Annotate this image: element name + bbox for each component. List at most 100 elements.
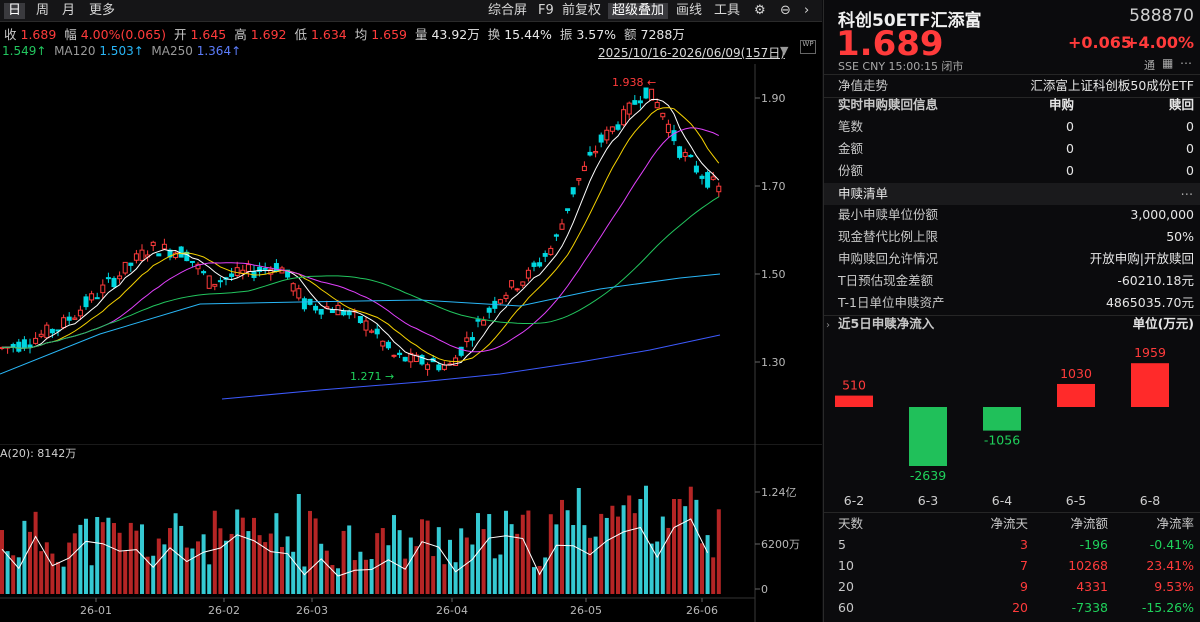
- volume-bar: [655, 541, 660, 594]
- volume-bar: [403, 558, 408, 594]
- candle-body: [497, 299, 503, 304]
- tab-weekly[interactable]: 周: [36, 3, 50, 18]
- chevron-right-icon[interactable]: ›: [826, 320, 830, 331]
- candle-body: [385, 341, 391, 349]
- volume-axis-label: 6200万: [761, 538, 800, 551]
- chevron-right-icon[interactable]: ›: [804, 3, 810, 18]
- ma-line: [1, 98, 720, 366]
- f9-button[interactable]: F9: [538, 3, 554, 18]
- volume-bar: [392, 515, 396, 594]
- forward-adjust-button[interactable]: 前复权: [562, 3, 602, 18]
- list-item: 现金替代比例上限 50%: [838, 229, 1194, 244]
- volume-bar: [257, 535, 262, 594]
- candle-body: [161, 243, 167, 250]
- volume-bar: [319, 543, 324, 594]
- volume-bar: [369, 559, 374, 594]
- volume-bar: [515, 533, 520, 594]
- price-axis-label: 1.50: [761, 268, 786, 281]
- composite-screen-button[interactable]: 综合屏: [488, 3, 528, 18]
- volume-bar: [672, 499, 676, 594]
- draw-line-button[interactable]: 画线: [676, 3, 703, 18]
- candle-body: [184, 251, 190, 262]
- volume-bar: [716, 509, 721, 594]
- candle-body: [458, 346, 464, 356]
- ma250-line: [221, 334, 721, 400]
- candle-body: [481, 320, 487, 326]
- minus-icon[interactable]: ⊖: [780, 3, 791, 18]
- volume-axis-label: 0: [761, 583, 768, 596]
- volume-bar: [464, 537, 469, 594]
- candle-body: [514, 288, 520, 291]
- grid-icon[interactable]: ▦: [1162, 56, 1174, 70]
- candle-body: [548, 247, 554, 255]
- candle-body: [593, 150, 599, 154]
- creation-list-header[interactable]: 申赎清单 ⋯: [824, 183, 1200, 205]
- candle-body: [117, 275, 123, 280]
- candle-body: [699, 175, 705, 179]
- candle-body: [268, 268, 274, 275]
- volume-bar: [666, 527, 671, 594]
- super-overlay-button[interactable]: 超级叠加: [608, 3, 669, 19]
- price-candlestick-chart[interactable]: 1.90 1.70 1.50 1.30 1.938 ← 1.271 →: [0, 64, 822, 444]
- inflow-bar: [1131, 363, 1169, 407]
- candle-body: [570, 187, 576, 195]
- candle-body: [604, 129, 610, 141]
- volume-bar: [61, 566, 66, 594]
- volume-bar: [565, 510, 570, 594]
- candle-body: [150, 241, 156, 247]
- vol-ma-header: A(20): 8142万: [0, 447, 76, 460]
- volume-bar: [520, 514, 525, 594]
- tab-more[interactable]: 更多: [89, 3, 116, 18]
- tab-monthly[interactable]: 月: [62, 3, 76, 18]
- volume-bar: [632, 513, 637, 594]
- date-axis-label: 26-03: [296, 604, 328, 617]
- dropdown-icon[interactable]: ▼: [780, 44, 789, 57]
- volume-bar: [224, 540, 228, 594]
- volume-bar: [56, 561, 60, 594]
- candle-body: [374, 328, 380, 335]
- tab-daily[interactable]: 日: [4, 3, 26, 19]
- max-price-annotation: 1.938 ←: [612, 76, 656, 89]
- realtime-row: 份额 0 0: [838, 163, 1194, 178]
- candle-body: [710, 176, 716, 180]
- candle-body: [397, 352, 403, 356]
- candle-body: [122, 261, 128, 274]
- table-row: 60 20 -7338 -15.26%: [838, 600, 1194, 615]
- more-icon[interactable]: ⋯: [1180, 186, 1194, 201]
- nav-trend-row[interactable]: 净值走势 汇添富上证科创板50成份ETF: [838, 78, 1194, 93]
- inflow-value-label: 1959: [1134, 345, 1166, 360]
- ma120-line: [0, 273, 721, 375]
- volume-bar: [218, 528, 223, 594]
- volume-bar: [627, 495, 632, 594]
- candle-body: [341, 310, 347, 316]
- ma-line: [1, 127, 720, 353]
- more-icon[interactable]: ⋯: [1180, 56, 1192, 70]
- flow-table-header: 天数 净流天 净流额 净流率: [838, 516, 1194, 531]
- inflow-bar: [983, 407, 1021, 431]
- volume-chart[interactable]: A(20): 8142万 1.24亿 6200万 0 26-01 26-02 26-03 26…: [0, 444, 822, 622]
- table-row: 20 9 4331 9.53%: [838, 579, 1194, 594]
- volume-bar: [543, 557, 548, 594]
- date-range-label[interactable]: 2025/10/16-2026/06/09(157日): [598, 46, 785, 60]
- volume-bar: [95, 517, 100, 594]
- candle-body: [195, 263, 201, 270]
- inflow-date-label: 6-4: [992, 493, 1012, 508]
- volume-bar: [705, 535, 710, 594]
- candle-body: [654, 102, 660, 109]
- candle-body: [0, 346, 5, 350]
- volume-bar: [5, 551, 10, 594]
- wp-icon[interactable]: WP: [800, 40, 816, 54]
- volume-bar: [313, 518, 318, 594]
- candle-body: [273, 263, 279, 272]
- candle-body: [21, 339, 27, 349]
- inflow-bar: [835, 395, 873, 407]
- candle-body: [441, 364, 447, 370]
- volume-bar: [44, 542, 49, 594]
- candle-body: [245, 264, 251, 272]
- tools-button[interactable]: 工具: [714, 3, 741, 18]
- gear-icon[interactable]: ⚙: [754, 3, 766, 18]
- candle-body: [313, 305, 319, 311]
- inflow-value-label: 1030: [1060, 366, 1092, 381]
- connect-icon[interactable]: 通: [1144, 59, 1155, 72]
- volume-bar: [487, 514, 492, 594]
